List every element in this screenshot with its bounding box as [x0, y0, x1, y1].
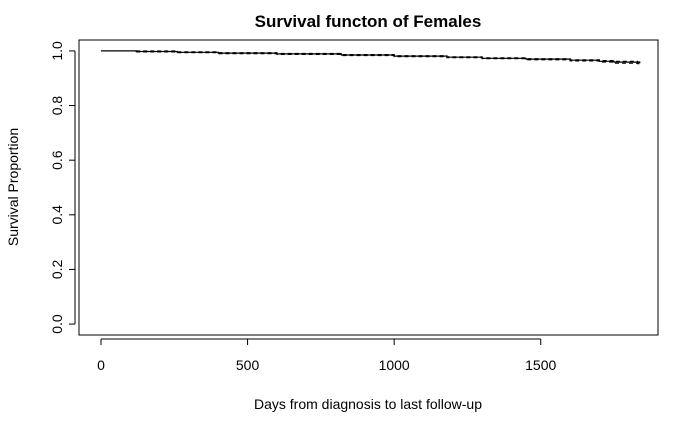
- survival-curve-line: [101, 50, 641, 64]
- plot-frame: [78, 39, 659, 336]
- x-tick-label: 1000: [379, 357, 410, 373]
- y-axis: 0.0 0.2 0.4 0.6 0.8 1.0: [49, 41, 76, 334]
- x-axis: 0 500 1000 1500: [97, 338, 557, 373]
- y-tick-label: 0.0: [49, 314, 65, 334]
- x-tick-label: 1500: [525, 357, 556, 373]
- x-axis-label: Days from diagnosis to last follow-up: [254, 396, 482, 412]
- confidence-band-line: [136, 51, 641, 65]
- y-tick-label: 0.6: [49, 150, 65, 170]
- y-tick-label: 0.8: [49, 96, 65, 116]
- y-tick-label: 0.2: [49, 260, 65, 280]
- x-tick-label: 500: [236, 357, 260, 373]
- y-axis-label: Survival Proportion: [5, 128, 21, 246]
- y-tick-label: 1.0: [49, 41, 65, 61]
- confidence-band-line: [136, 50, 641, 63]
- x-tick-label: 0: [97, 357, 105, 373]
- y-tick-label: 0.4: [49, 205, 65, 225]
- survival-curves: [101, 50, 641, 65]
- chart-title: Survival functon of Females: [255, 12, 482, 31]
